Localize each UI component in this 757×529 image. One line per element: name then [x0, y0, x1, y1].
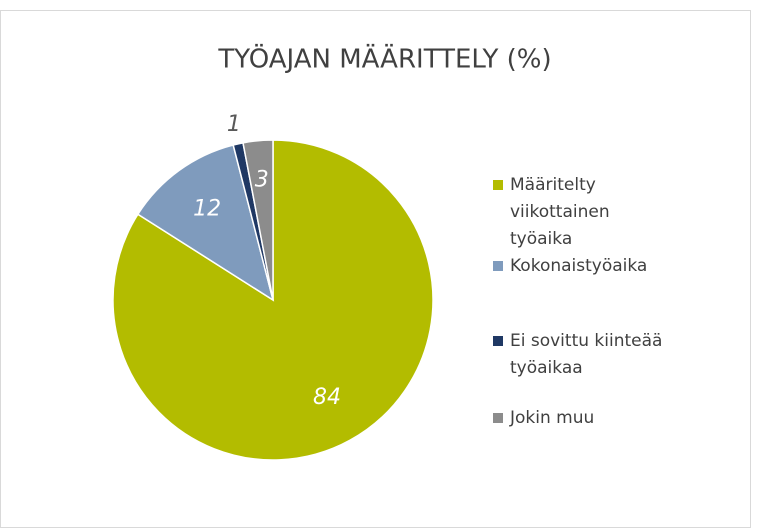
chart-title: TYÖAJAN MÄÄRITTELY (%) [217, 43, 551, 75]
legend-swatch [493, 336, 503, 346]
legend-item: Ei sovittu kiinteää työaikaa [493, 328, 665, 382]
legend-label: Kokonaistyöaika [510, 256, 648, 276]
legend-label: Ei sovittu kiinteää työaikaa [510, 331, 663, 378]
legend-item: Kokonaistyöaika [493, 253, 665, 280]
pie-slice [242, 139, 274, 301]
data-label: 12 [193, 196, 221, 221]
legend-label: Jokin muu [510, 408, 595, 428]
legend-swatch [493, 180, 503, 190]
pie-slice [136, 144, 275, 302]
legend-item: Jokin muu [493, 405, 665, 432]
legend-swatch [493, 261, 503, 271]
legend-item: Määritelty viikottainen työaika [493, 172, 665, 253]
data-label: 3 [255, 168, 269, 193]
legend-label: Määritelty viikottainen työaika [510, 175, 610, 249]
legend-swatch [493, 413, 503, 423]
data-label: 1 [227, 112, 241, 137]
data-label: 84 [313, 385, 341, 410]
